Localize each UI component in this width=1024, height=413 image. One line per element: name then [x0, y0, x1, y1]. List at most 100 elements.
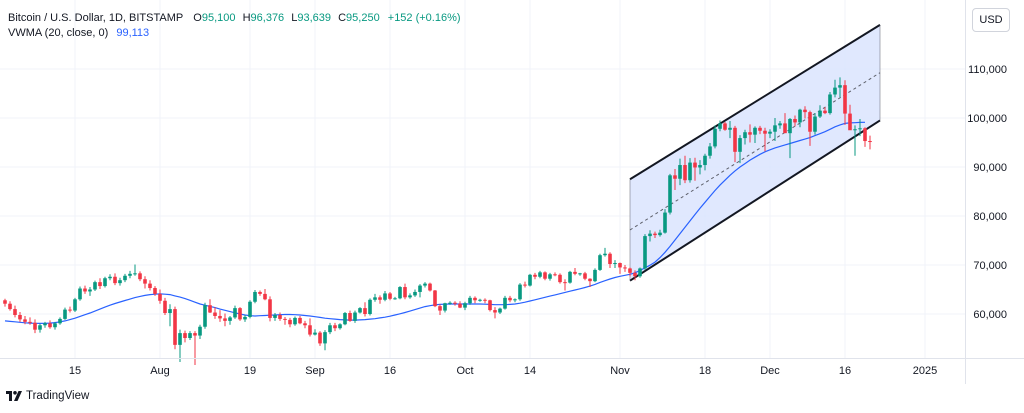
candle-up [368, 298, 372, 316]
candle-body [158, 293, 162, 301]
candle-body [698, 165, 702, 168]
y-axis[interactable]: 60,000 70,000 80,000 90,000 100,000 110,000 [965, 0, 1008, 384]
candle-up [688, 158, 692, 183]
candle-body [383, 293, 387, 300]
candle-up [328, 322, 332, 335]
candle-body [123, 275, 127, 281]
candle-up [788, 118, 792, 159]
candle-up [503, 295, 507, 310]
candle-up [408, 293, 412, 299]
candle-up [248, 300, 252, 319]
candle-body [248, 301, 252, 317]
candle-body [523, 284, 527, 286]
candle-body [213, 312, 217, 316]
candle-down [238, 307, 242, 321]
candle-up [538, 270, 542, 279]
legend-open-value: 95,100 [201, 12, 236, 24]
candle-down [653, 231, 657, 239]
candle-body [618, 263, 622, 268]
candle-up [638, 267, 642, 278]
candles [3, 77, 872, 365]
candle-body [598, 255, 602, 270]
candle-body [83, 288, 87, 292]
candle-up [768, 129, 772, 139]
candle-up [323, 330, 327, 351]
candle-down [808, 110, 812, 146]
candle-up [663, 209, 667, 234]
candle-body [798, 109, 802, 123]
candle-body [508, 297, 512, 301]
legend-indicator-name[interactable]: VWMA (20, close, 0) [8, 27, 109, 39]
candle-body [18, 314, 22, 320]
candle-body [188, 333, 192, 339]
candle-down [758, 125, 762, 135]
candle-body [568, 271, 572, 283]
candle-body [388, 293, 392, 299]
candle-body [763, 130, 767, 134]
candle-up [108, 274, 112, 281]
currency-button[interactable]: USD [972, 8, 1010, 32]
candle-down [848, 104, 852, 131]
candle-down [473, 296, 477, 304]
candle-down [263, 289, 267, 301]
candle-down [113, 273, 117, 286]
candle-body [413, 291, 417, 296]
candle-down [173, 306, 177, 350]
candle-body [468, 297, 472, 304]
channel-upper-line[interactable] [629, 24, 881, 181]
candle-body [593, 269, 597, 282]
candle-body [273, 314, 277, 318]
candle-body [178, 333, 182, 345]
channel-lower-line[interactable] [629, 119, 881, 282]
candle-body [853, 129, 857, 131]
parallel-channel[interactable] [629, 24, 881, 282]
candle-down [748, 124, 752, 143]
candle-body [558, 274, 562, 283]
candle-down [278, 312, 282, 321]
candle-down [608, 252, 612, 268]
candle-up [648, 230, 652, 242]
candle-body [3, 300, 7, 304]
candle-down [523, 281, 527, 288]
candle-body [753, 127, 757, 135]
candle-body [58, 318, 62, 324]
legend-symbol[interactable]: Bitcoin / U.S. Dollar, 1D, BITSTAMP [8, 12, 184, 24]
candle-down [223, 313, 227, 327]
x-axis[interactable]: 15 Aug 19 Sep 16 Oct 14 Nov 18 Dec 16 2025 [0, 358, 1024, 378]
candle-up [63, 307, 67, 320]
candle-down [403, 283, 407, 300]
candle-body [63, 309, 67, 319]
candle-body [218, 315, 222, 319]
candle-up [548, 272, 552, 281]
candle-up [728, 120, 732, 139]
candle-body [348, 313, 352, 321]
candle-body [238, 308, 242, 320]
candle-body [418, 285, 422, 292]
candle-up [228, 315, 232, 325]
candle-down [3, 298, 7, 307]
y-tick-label: 80,000 [973, 211, 1007, 223]
candle-body [303, 323, 307, 326]
candle-down [458, 301, 462, 309]
chart-legend: Bitcoin / U.S. Dollar, 1D, BITSTAMP O95,… [8, 11, 462, 41]
candle-down [843, 80, 847, 125]
candle-up [658, 229, 662, 237]
candle-down [68, 306, 72, 313]
candle-body [773, 125, 777, 132]
candle-body [233, 308, 237, 318]
candle-down [208, 299, 212, 314]
tradingview-logo[interactable]: TradingView [6, 388, 89, 404]
candle-body [583, 273, 587, 279]
candle-down [153, 286, 157, 296]
candle-body [838, 85, 842, 88]
candle-body [143, 279, 147, 284]
candle-down [693, 157, 697, 181]
candle-body [393, 298, 397, 300]
candle-up [93, 280, 97, 291]
candle-body [208, 305, 212, 313]
x-tick-label: 14 [524, 365, 536, 377]
candle-down [288, 317, 292, 328]
candle-body [648, 233, 652, 237]
